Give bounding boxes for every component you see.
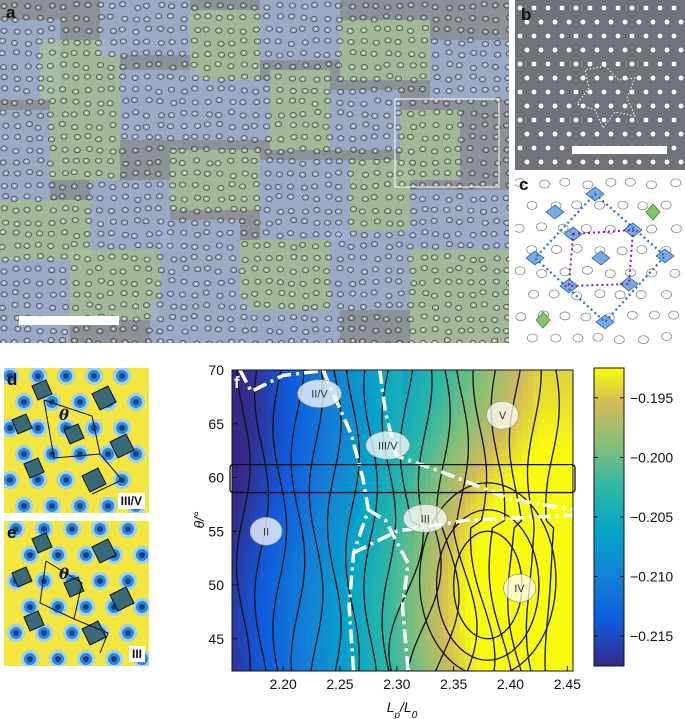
panel-label-c: c <box>519 175 529 194</box>
phase-label-bubble: III/V <box>365 430 411 460</box>
panel-label-d: d <box>7 370 18 389</box>
phase-label-text: IV <box>514 583 525 595</box>
colorbar <box>593 367 625 667</box>
sem-micrograph <box>0 0 509 343</box>
phase-label-bubble: III <box>402 504 448 533</box>
phase-label-text: II/V <box>311 389 328 401</box>
x-tick-label: 2.25 <box>326 676 353 692</box>
panel-label-e: e <box>7 523 17 542</box>
phase-label-bubble: IV <box>503 573 536 603</box>
x-tick-label: 2.30 <box>383 676 410 692</box>
colorbar-tick-label: −0.210 <box>630 569 673 585</box>
sem-zoom-image <box>515 0 685 170</box>
highlight-band <box>229 463 576 494</box>
x-axis-label: Lp/L0 <box>387 699 418 719</box>
theta-symbol: θ <box>59 406 70 424</box>
colorbar-tick-label: −0.215 <box>630 628 673 644</box>
panel-d-simulation: θ III/V d <box>4 368 149 513</box>
phase-tag-e: III <box>128 646 145 662</box>
phase-label-bubble: II <box>249 516 283 546</box>
zoom-box <box>394 98 500 188</box>
y-axis-label: θ/° <box>191 511 207 528</box>
panel-b-sem-zoom: b <box>515 0 685 170</box>
phase-label-text: II <box>263 526 269 538</box>
panel-e-simulation: θ III e <box>4 521 149 666</box>
phase-label-bubble: V <box>486 400 519 430</box>
phase-tag-d: III/V <box>117 493 145 509</box>
simulation-image-d <box>4 368 149 513</box>
x-tick-label: 2.45 <box>554 676 581 692</box>
colorbar-tick-label: −0.200 <box>630 449 673 465</box>
panel-label-b: b <box>521 5 532 24</box>
panel-label-f: f <box>234 373 240 392</box>
y-tick-label: 65 <box>208 416 224 432</box>
blue-square-cell <box>533 192 667 324</box>
scale-bar <box>19 316 119 325</box>
x-tick-label: 2.20 <box>270 676 297 692</box>
y-tick-label: 60 <box>208 470 224 486</box>
purple-square-cell <box>567 228 635 288</box>
phase-label-text: III/V <box>378 440 398 452</box>
y-tick-label: 50 <box>208 577 224 593</box>
phase-label-text: V <box>499 410 507 422</box>
x-tick-label: 2.35 <box>440 676 467 692</box>
scale-bar <box>572 146 667 154</box>
y-tick-label: 70 <box>208 362 224 378</box>
simulation-image-e <box>4 521 149 666</box>
panel-a-sem-image: a <box>0 0 509 343</box>
y-tick-label: 55 <box>208 523 224 539</box>
plot-frame <box>231 369 574 672</box>
colorbar-tick-label: −0.195 <box>630 390 673 406</box>
x-tick-label: 2.40 <box>497 676 524 692</box>
panel-c-schematic: c <box>515 172 685 344</box>
colorbar-tick-label: −0.205 <box>630 509 673 525</box>
panel-label-a: a <box>6 3 16 22</box>
panel-f-phase-diagram: 2.20 2.25 2.30 2.35 2.40 2.45 45 50 55 60 65 70 II/… <box>170 350 685 719</box>
tiling-schematic <box>515 172 685 344</box>
theta-symbol: θ <box>59 565 70 583</box>
y-tick-label: 45 <box>208 631 224 647</box>
tile-outline <box>576 65 636 129</box>
phase-label-text: III <box>421 513 430 525</box>
phase-label-bubble: II/V <box>297 379 342 408</box>
phase-diagram-chart: 2.20 2.25 2.30 2.35 2.40 2.45 45 50 55 60 65 70 II/… <box>191 362 673 719</box>
